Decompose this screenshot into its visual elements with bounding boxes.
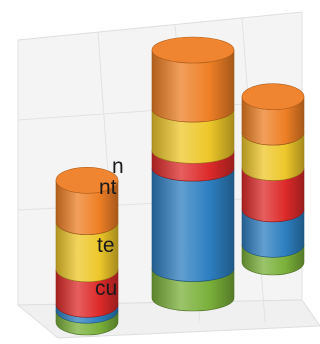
- side-text-line-1: n: [112, 155, 124, 178]
- side-text-line-3: te: [97, 234, 115, 257]
- bars: [55, 36, 305, 336]
- bar-cap: [241, 83, 305, 110]
- side-text-line-4: cu: [95, 277, 117, 300]
- bar-cap: [151, 36, 235, 64]
- bar-segment: [151, 168, 235, 282]
- bar-cap: [55, 166, 119, 194]
- side-text-line-2: nt: [99, 176, 117, 199]
